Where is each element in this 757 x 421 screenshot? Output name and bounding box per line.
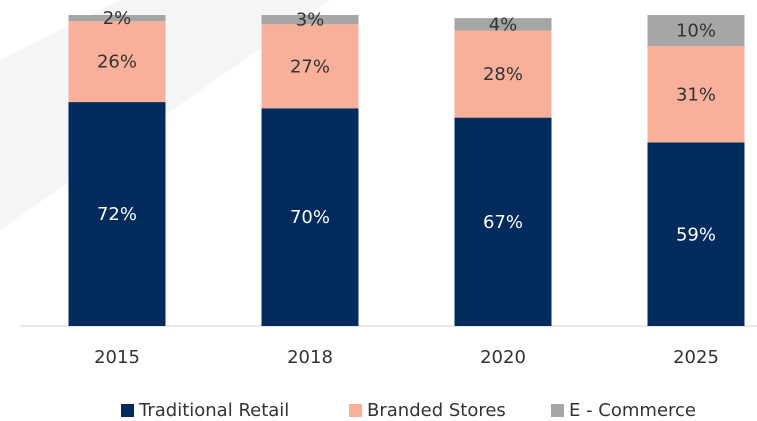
data-label: 31% — [676, 84, 716, 105]
legend-label: Traditional Retail — [138, 400, 289, 421]
data-label: 70% — [290, 207, 330, 228]
bar-segment — [261, 24, 359, 109]
legend-swatch — [121, 404, 134, 417]
bar-segment — [261, 15, 359, 25]
bar-segment — [454, 18, 552, 31]
x-tick-label: 2020 — [480, 347, 526, 368]
data-label: 4% — [489, 14, 518, 35]
bar-segment — [647, 15, 745, 47]
data-label: 28% — [483, 64, 523, 85]
bar-segment — [454, 30, 552, 118]
bar-segment — [68, 102, 166, 326]
data-label: 2% — [103, 8, 132, 29]
x-tick-label: 2015 — [94, 347, 140, 368]
data-label: 10% — [676, 21, 716, 42]
data-label: 67% — [483, 212, 523, 233]
bar-segment — [68, 15, 166, 22]
bar-segment — [454, 117, 552, 326]
legend-label: E - Commerce — [569, 400, 696, 421]
data-label: 27% — [290, 56, 330, 77]
x-tick-label: 2018 — [287, 347, 333, 368]
bar-segment — [68, 21, 166, 103]
data-label: 3% — [296, 10, 325, 31]
x-tick-label: 2025 — [673, 347, 719, 368]
legend-swatch — [349, 404, 362, 417]
bar-segment — [647, 142, 745, 326]
bar-segment — [261, 108, 359, 326]
legend-label: Branded Stores — [367, 400, 506, 421]
bar-segment — [647, 46, 745, 143]
data-label: 59% — [676, 224, 716, 245]
data-label: 72% — [97, 204, 137, 225]
data-label: 26% — [97, 52, 137, 73]
legend-swatch — [551, 404, 564, 417]
